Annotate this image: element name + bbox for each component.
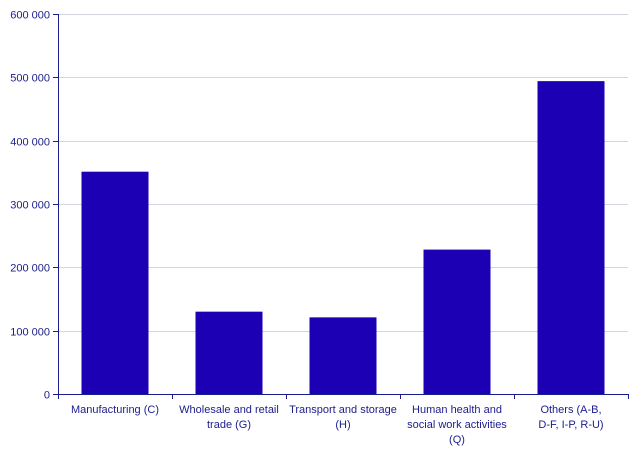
axes: [58, 14, 629, 399]
x-axis-labels: Manufacturing (C) Wholesale and retail tra…: [71, 404, 604, 446]
y-axis-ticks: 0 100 000 200 000 300 000 400 000 500 000 600 …: [10, 10, 58, 402]
x-category-label: Others (A-B, D-F, I-P, R-U): [538, 404, 603, 431]
bar: [195, 311, 263, 394]
grid-lines: [58, 14, 628, 332]
bar: [81, 171, 149, 394]
bar: [537, 81, 605, 394]
x-category-label: Manufacturing (C): [71, 404, 159, 416]
y-tick-label: 100 000: [10, 327, 50, 339]
x-category-label: Human health and social work activities (Q…: [407, 404, 507, 446]
y-tick-label: 400 000: [10, 137, 50, 149]
x-category-label: Wholesale and retail trade (G): [179, 404, 279, 431]
y-tick-label: 500 000: [10, 73, 50, 85]
y-tick-label: 200 000: [10, 263, 50, 275]
bar: [309, 317, 377, 394]
y-tick-label: 0: [44, 390, 50, 402]
y-tick-label: 600 000: [10, 10, 50, 22]
x-category-label: Transport and storage (H): [289, 404, 397, 431]
bars: [81, 81, 605, 394]
bar: [423, 249, 491, 394]
y-tick-label: 300 000: [10, 200, 50, 212]
